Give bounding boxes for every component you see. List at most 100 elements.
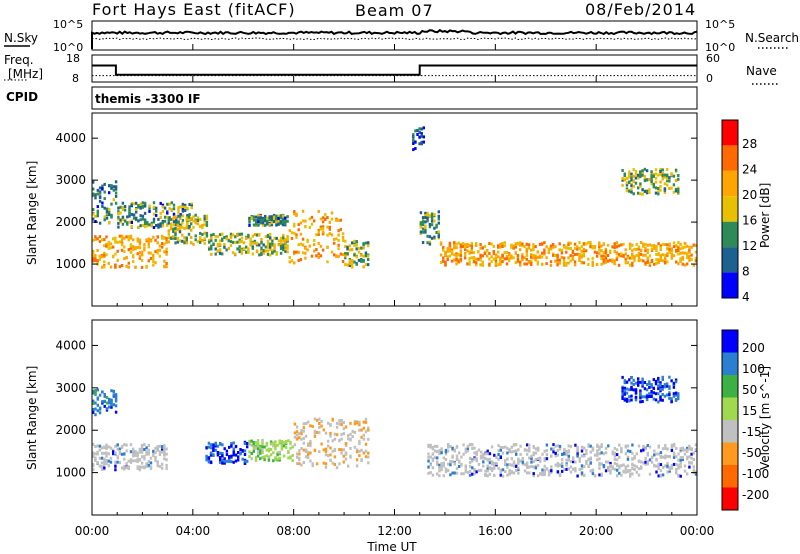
- freq-tick-top: 18: [66, 52, 80, 65]
- power-echo-4: [208, 232, 289, 257]
- power-echo-11: [412, 126, 425, 152]
- power-echo-1: [117, 201, 193, 229]
- velocity-ytick-label-2: 3000: [55, 381, 86, 395]
- time-x-axis: 00:00 04:00 08:00 12:00 16:00 20:00 00:00: [75, 44, 715, 538]
- power-echo-6: [288, 209, 345, 265]
- power-cbar-tick-4: 12: [742, 239, 757, 253]
- velocity-echo-1: [92, 388, 118, 417]
- power-cbar-tick-5: 8: [742, 265, 750, 279]
- velocity-y-axis: 1000 2000 3000 4000: [55, 338, 697, 480]
- power-ytick-label-1: 2000: [55, 215, 86, 229]
- power-echo-5: [248, 213, 289, 227]
- power-cbar-tick-1: 24: [742, 163, 757, 177]
- power-echo-10: [621, 167, 680, 196]
- velocity-cbar-tick-0: 200: [742, 341, 765, 355]
- x-tick-label-3: 12:00: [377, 524, 412, 538]
- velocity-cbar-seg-6: [722, 465, 738, 488]
- power-echo-9: [439, 241, 698, 267]
- freq-panel: Freq. [MHz] 18 8 60 0 Nave: [4, 52, 778, 85]
- nsky-tick-top: 10^5: [53, 18, 83, 31]
- velocity-ytick-label-0: 1000: [55, 466, 86, 480]
- velocity-echo-3: [248, 438, 294, 463]
- nsearch-tick-top: 10^5: [705, 18, 735, 31]
- velocity-echo-4: [293, 417, 370, 470]
- nave-label: Nave: [746, 64, 777, 78]
- x-tick-label-6: 00:00: [680, 524, 715, 538]
- nsky-tick-bottom: 10^0: [53, 41, 83, 54]
- power-cbar-seg-5: [722, 247, 738, 273]
- velocity-ytick-label-1: 2000: [55, 423, 86, 437]
- power-ytick-label-3: 4000: [55, 131, 86, 145]
- velocity-cbar-tick-1: 100: [742, 362, 765, 376]
- power-cbar-frame: [721, 119, 739, 299]
- freq-label-line1: Freq.: [4, 53, 34, 67]
- power-cbar-tick-2: 20: [742, 188, 757, 202]
- nave-tick-top: 60: [706, 52, 720, 65]
- power-echo-0: [92, 180, 118, 225]
- power-cbar-tick-6: 4: [742, 290, 750, 304]
- velocity-cbar-seg-0: [722, 330, 738, 353]
- velocity-cbar-tick-2: 50: [742, 383, 757, 397]
- velocity-cbar-tick-7: -200: [742, 488, 769, 502]
- power-cbar-tick-3: 16: [742, 214, 757, 228]
- x-tick-label-2: 08:00: [276, 524, 311, 538]
- power-cbar-seg-0: [722, 120, 738, 146]
- nsky-panel: N.Sky 10^5 10^0 10^5 10^0 N.Search: [4, 18, 799, 54]
- velocity-cbar-seg-1: [722, 352, 738, 375]
- power-echo-8: [419, 210, 440, 246]
- power-ytick-label-2: 3000: [55, 173, 86, 187]
- cpid-panel: CPID themis -3300 IF: [6, 86, 698, 110]
- power-y-axis: 1000 2000 3000 4000: [55, 131, 697, 271]
- velocity-cbar-tick-4: -15: [742, 425, 762, 439]
- velocity-colorbar-label: Velocity [m s^-1]: [758, 366, 772, 470]
- power-cbar-tick-0: 28: [742, 137, 757, 151]
- freq-label-line2: [MHz]: [8, 67, 43, 81]
- velocity-colorbar: 200 100 50 15 -15 -50 -100 -200: [721, 329, 769, 511]
- velocity-cbar-tick-6: -100: [742, 467, 769, 481]
- velocity-cbar-frame: [721, 329, 739, 511]
- velocity-echo-2: [205, 440, 249, 465]
- x-tick-label-0: 00:00: [75, 524, 110, 538]
- x-tick-label-4: 16:00: [478, 524, 513, 538]
- cpid-label: CPID: [6, 90, 38, 104]
- velocity-panel: 1000 2000 3000 4000 Slant Range [km] 200 100…: [25, 319, 772, 516]
- power-colorbar: 28 24 20 16 12 8 4: [721, 119, 757, 304]
- nsearch-label: N.Search: [745, 31, 799, 45]
- velocity-cbar-seg-2: [722, 375, 738, 398]
- power-cbar-seg-2: [722, 170, 738, 197]
- nsky-label: N.Sky: [4, 31, 38, 45]
- power-echo-7: [344, 239, 370, 269]
- nsearch-trace: [91, 37, 698, 41]
- velocity-echoes: [92, 375, 698, 478]
- beam-label: Beam 07: [355, 1, 434, 20]
- velocity-echo-6: [621, 375, 680, 404]
- velocity-cbar-tick-5: -50: [742, 446, 762, 460]
- power-echoes: [92, 126, 698, 269]
- cpid-program: themis -3300 IF: [95, 92, 201, 106]
- velocity-cbar-tick-3: 15: [742, 404, 757, 418]
- station-title: Fort Hays East (fitACF): [92, 0, 296, 19]
- power-panel: 1000 2000 3000 4000 Slant Range [km] 28 24 20…: [25, 112, 772, 307]
- power-ytick-label-0: 1000: [55, 257, 86, 271]
- freq-trace: [92, 64, 697, 76]
- velocity-cbar-seg-3: [722, 397, 738, 420]
- velocity-cbar-seg-5: [722, 442, 738, 465]
- velocity-ytick-label-3: 4000: [55, 338, 86, 352]
- freq-tick-bottom: 8: [72, 72, 79, 85]
- power-ylabel: Slant Range [km]: [25, 161, 39, 265]
- velocity-echo-0: [92, 442, 168, 472]
- power-colorbar-label: Power [dB]: [758, 183, 772, 248]
- velocity-cbar-seg-7: [722, 487, 738, 510]
- power-cbar-seg-4: [722, 221, 738, 248]
- date-label: 08/Feb/2014: [585, 0, 696, 19]
- x-tick-label-5: 20:00: [579, 524, 614, 538]
- nsky-trace: [91, 28, 698, 49]
- power-echo-2: [92, 234, 168, 269]
- velocity-cbar-seg-4: [722, 420, 738, 443]
- x-axis-label: Time UT: [366, 540, 417, 554]
- power-cbar-seg-1: [722, 145, 738, 171]
- power-cbar-seg-6: [722, 272, 738, 298]
- power-echo-3: [167, 213, 209, 246]
- velocity-echo-5: [427, 442, 698, 478]
